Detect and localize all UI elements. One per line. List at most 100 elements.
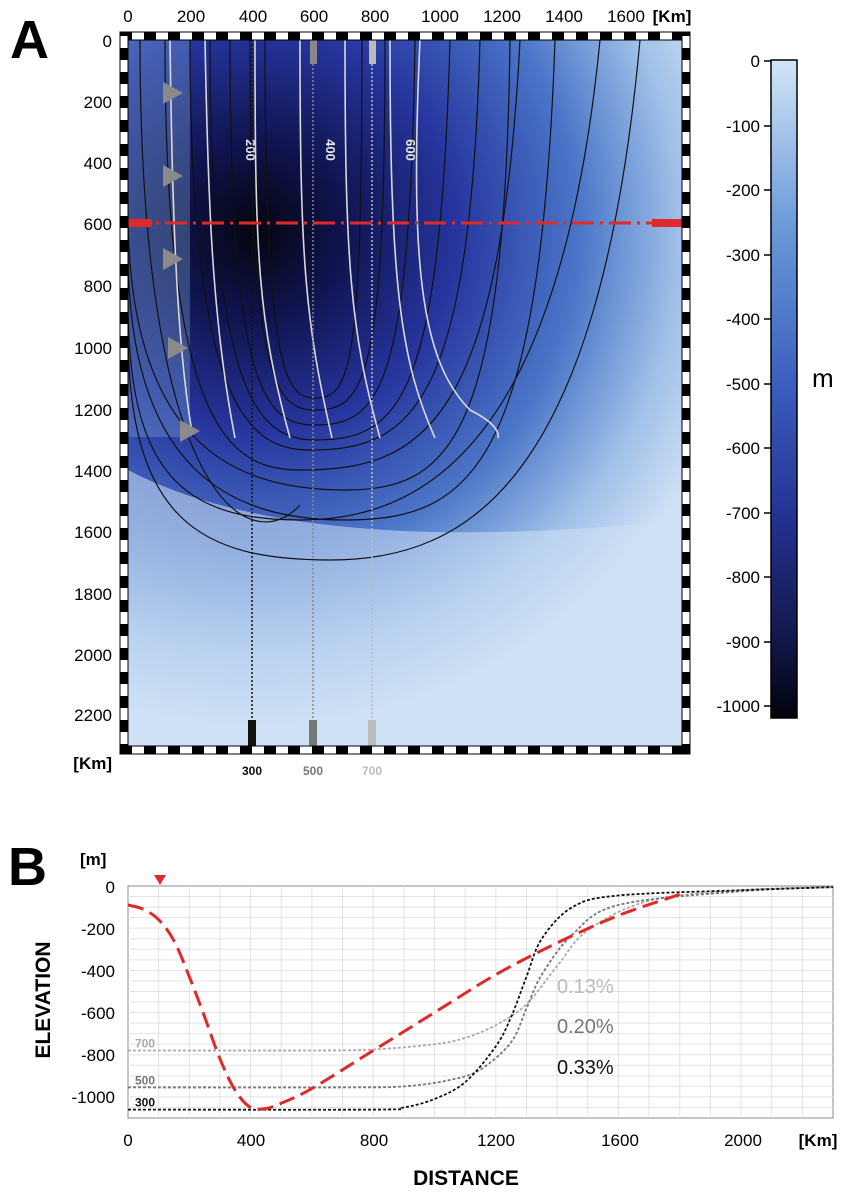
y-tick: -600 — [81, 1004, 115, 1023]
depth-map — [128, 40, 682, 746]
thrust-triangles — [163, 82, 200, 442]
contour-label-200: 200 — [243, 139, 258, 161]
y-tick: 400 — [84, 154, 112, 173]
slope-labels: 0.13% 0.20% 0.33% — [557, 976, 614, 1079]
frame-bottom — [119, 745, 691, 755]
x-tick: 0 — [123, 7, 132, 26]
y-tick: 1800 — [74, 585, 112, 604]
x-tick: 1200 — [483, 7, 521, 26]
panel-b: B [m] 0 -200 -400 -600 -800 -1000 0 400 … — [8, 837, 837, 1190]
y-tick: 0 — [103, 32, 112, 51]
map-y-ticks: 0 200 400 600 800 1000 1200 1400 1600 18… — [73, 32, 112, 773]
x-tick: 0 — [123, 1131, 132, 1150]
contour-lines — [127, 39, 641, 561]
slope-label-013: 0.13% — [557, 976, 614, 998]
contour-line — [127, 39, 511, 491]
profile-labels: 300 500 700 — [242, 764, 382, 778]
streamlines — [169, 39, 499, 439]
colorbar-tick: -100 — [726, 117, 760, 136]
series-group — [127, 886, 834, 1111]
curve-labels: 700 500 300 — [135, 1037, 155, 1110]
profile-x-ticks: 0 400 800 1200 1600 2000 [Km] — [123, 1131, 837, 1150]
y-unit: [m] — [80, 850, 106, 869]
profile-y-ticks: 0 -200 -400 -600 -800 -1000 — [72, 878, 115, 1107]
panel-a-letter: A — [10, 10, 49, 70]
y-unit: [Km] — [73, 754, 112, 773]
thrust-belt-strip — [128, 40, 190, 437]
x-axis-label: DISTANCE — [413, 1167, 519, 1190]
profile-label-700: 700 — [362, 764, 382, 778]
y-tick: 1400 — [74, 462, 112, 481]
x-tick: 2000 — [724, 1131, 762, 1150]
x-tick: 600 — [300, 7, 328, 26]
location-marker-icon — [154, 875, 166, 885]
y-tick: 1000 — [74, 339, 112, 358]
grid — [128, 886, 833, 1118]
colorbar: 0 -100 -200 -300 -400 -500 -600 -700 -80… — [717, 52, 834, 719]
cross-section-end — [128, 219, 152, 227]
triangle-icon — [163, 82, 183, 104]
triangle-icon — [163, 248, 183, 270]
colorbar-tick: 0 — [751, 52, 760, 71]
frame-top — [119, 31, 691, 41]
contour-label-600: 600 — [403, 139, 418, 161]
cross-section-line — [128, 219, 682, 227]
series-300-line — [127, 886, 834, 1111]
contour-line — [229, 39, 416, 426]
contour-line — [264, 39, 363, 399]
series-red-profile-line — [127, 892, 681, 1111]
profile-label-300: 300 — [242, 764, 262, 778]
profile-marker-700 — [368, 720, 376, 746]
y-tick: 600 — [84, 215, 112, 234]
series-500-line — [127, 886, 834, 1089]
cross-section-end — [652, 219, 682, 227]
x-tick: 400 — [237, 1131, 265, 1150]
curve-label-300: 300 — [135, 1096, 155, 1110]
frame-left — [119, 31, 129, 755]
colorbar-tick: -900 — [726, 633, 760, 652]
y-tick: -200 — [81, 920, 115, 939]
contour-line — [127, 39, 641, 561]
curve-label-500: 500 — [135, 1073, 155, 1087]
x-tick: 800 — [360, 1131, 388, 1150]
profile-lines — [251, 40, 373, 722]
y-tick: -400 — [81, 962, 115, 981]
colorbar-tick: -500 — [726, 375, 760, 394]
panel-a: A — [10, 7, 834, 778]
y-tick: 1600 — [74, 523, 112, 542]
panel-b-letter: B — [8, 837, 47, 897]
colorbar-unit: m — [812, 363, 834, 393]
triangle-icon — [180, 420, 200, 442]
colorbar-tick: -200 — [726, 181, 760, 200]
colorbar-tick: -700 — [726, 504, 760, 523]
contour-line — [139, 39, 301, 523]
slope-label-033: 0.33% — [557, 1057, 614, 1079]
frame-right — [681, 31, 691, 755]
colorbar-tick: -300 — [726, 246, 760, 265]
x-tick: 200 — [177, 7, 205, 26]
y-tick: 1200 — [74, 401, 112, 420]
contour-line — [127, 39, 556, 521]
y-tick: 2000 — [74, 646, 112, 665]
profile-top-marker — [369, 38, 376, 64]
streamline — [254, 39, 291, 439]
x-unit: [Km] — [653, 7, 692, 26]
y-tick: -800 — [81, 1046, 115, 1065]
y-tick: -1000 — [72, 1088, 115, 1107]
x-tick: 1400 — [545, 7, 583, 26]
y-tick: 2200 — [74, 706, 112, 725]
x-tick: 400 — [239, 7, 267, 26]
y-axis-label: ELEVATION — [32, 941, 55, 1058]
profile-top-marker — [310, 38, 317, 64]
x-tick: 1200 — [477, 1131, 515, 1150]
streamline — [415, 39, 499, 439]
contour-line — [164, 39, 521, 471]
y-tick: 0 — [106, 878, 115, 897]
streamline — [299, 39, 333, 439]
contour-label-400: 400 — [323, 139, 338, 161]
profile-markers — [248, 38, 376, 746]
map-frame — [119, 31, 691, 755]
x-tick: 800 — [361, 7, 389, 26]
x-tick: 1000 — [421, 7, 459, 26]
